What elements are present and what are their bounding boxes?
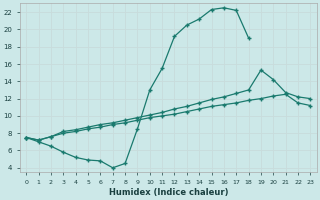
- X-axis label: Humidex (Indice chaleur): Humidex (Indice chaleur): [108, 188, 228, 197]
